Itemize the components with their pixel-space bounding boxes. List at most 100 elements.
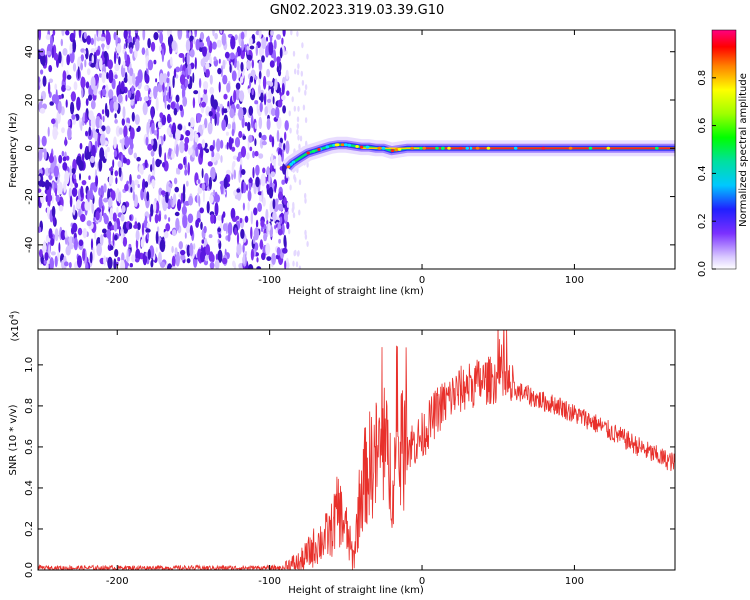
noise-cell: [297, 63, 300, 70]
noise-cell: [196, 218, 201, 223]
x-tick-label: 0: [419, 576, 425, 587]
noise-cell: [214, 113, 217, 127]
noise-cell: [250, 248, 254, 261]
noise-cell: [212, 30, 215, 37]
noise-cell: [171, 150, 175, 160]
noise-cell: [279, 137, 283, 144]
noise-cell: [135, 257, 140, 263]
noise-cell: [248, 134, 253, 143]
noise-cell: [282, 247, 288, 254]
noise-cell: [222, 59, 226, 70]
noise-cell: [230, 35, 236, 50]
noise-cell: [198, 41, 205, 48]
noise-cell: [66, 74, 72, 80]
noise-cell: [38, 175, 41, 182]
noise-cell: [221, 257, 228, 265]
noise-cell: [69, 195, 73, 208]
noise-cell: [173, 177, 178, 185]
spectrogram-y-ticks: -40 -20 0 20 40: [24, 45, 675, 253]
noise-cell: [254, 100, 259, 105]
noise-cell: [196, 113, 203, 119]
noise-cell: [95, 49, 101, 56]
noise-cell: [293, 174, 296, 181]
noise-cell: [57, 251, 60, 262]
noise-cell: [95, 210, 100, 221]
noise-cell: [150, 107, 154, 120]
noise-cell: [277, 191, 284, 201]
noise-cell: [293, 105, 296, 112]
noise-cell: [124, 183, 129, 192]
noise-cell: [163, 202, 169, 209]
noise-cell: [306, 161, 309, 168]
noise-cell: [208, 251, 214, 262]
noise-cell: [159, 112, 164, 119]
noise-cell: [81, 180, 87, 186]
noise-cell: [150, 164, 153, 173]
noise-cell: [121, 205, 126, 213]
signal-hotspot: [422, 146, 427, 150]
noise-cell: [199, 207, 204, 214]
noise-cell: [118, 165, 122, 178]
noise-cell: [210, 156, 217, 163]
noise-cell: [125, 158, 131, 166]
noise-cell: [86, 68, 91, 76]
noise-cell: [178, 241, 183, 250]
signal-hotspot: [344, 143, 348, 147]
noise-cell: [120, 80, 125, 92]
spectrogram-frame: [37, 29, 676, 270]
noise-cell: [147, 249, 151, 260]
noise-cell: [116, 43, 122, 54]
noise-cell: [64, 261, 69, 267]
noise-cell: [49, 257, 54, 269]
noise-cell: [186, 258, 191, 264]
noise-cell: [189, 48, 195, 58]
noise-cell: [120, 214, 125, 222]
noise-cell: [165, 191, 169, 204]
noise-cell: [216, 138, 221, 152]
noise-cell: [102, 228, 107, 234]
noise-cell: [50, 251, 56, 256]
noise-cell: [70, 91, 76, 102]
noise-cell: [79, 173, 81, 181]
noise-cell: [159, 239, 166, 253]
noise-cell: [175, 129, 181, 141]
noise-cell: [260, 226, 264, 233]
noise-cell: [130, 127, 135, 140]
noise-cell: [275, 106, 280, 119]
noise-cell: [163, 134, 166, 142]
noise-cell: [276, 247, 281, 256]
noise-cell: [266, 223, 269, 237]
noise-cell: [158, 121, 162, 129]
noise-cell: [285, 140, 290, 154]
noise-cell: [50, 35, 53, 49]
noise-cell: [124, 51, 128, 62]
noise-cell: [148, 89, 151, 95]
noise-cell: [38, 30, 42, 41]
noise-cell: [249, 146, 253, 152]
noise-cell: [208, 111, 213, 117]
noise-cell: [297, 134, 300, 141]
noise-cell: [74, 182, 79, 188]
noise-cell: [230, 207, 236, 220]
noise-cell: [233, 262, 237, 269]
noise-cell: [85, 262, 89, 269]
noise-cell: [223, 176, 228, 189]
noise-cell: [272, 211, 277, 222]
noise-cell: [241, 39, 245, 51]
noise-cell: [258, 70, 262, 80]
noise-cell: [170, 56, 173, 67]
noise-cell: [80, 62, 83, 71]
spectrogram-x-ticks: -200 -100 0 100: [106, 30, 584, 286]
noise-cell: [193, 243, 196, 250]
noise-cell: [234, 34, 238, 41]
noise-cell: [48, 155, 55, 163]
noise-cell: [294, 68, 297, 75]
noise-cell: [98, 73, 103, 78]
noise-cell: [276, 34, 282, 40]
noise-cell: [266, 256, 272, 261]
noise-cell: [268, 81, 274, 87]
noise-cell: [89, 251, 93, 264]
noise-cell: [174, 186, 179, 193]
noise-cell: [49, 101, 54, 106]
noise-cell: [201, 139, 206, 149]
